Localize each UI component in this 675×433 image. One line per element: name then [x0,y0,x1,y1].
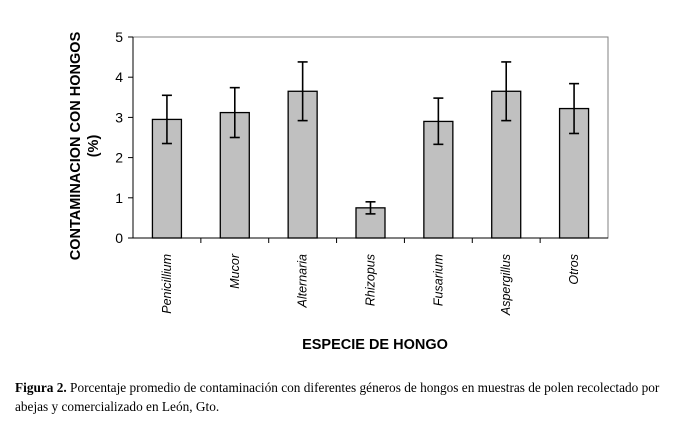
bars [151,61,590,243]
x-axis-title: ESPECIE DE HONGO [302,337,448,353]
category-label-fusarium: Fusarium [431,254,445,306]
y-tick-label-3: 3 [115,109,123,125]
y-tick-label-4: 4 [115,69,123,85]
category-label-otros: Otros [567,254,581,285]
caption-text: Porcentaje promedio de contaminación con… [15,380,660,414]
category-label-mucor: Mucor [228,253,242,289]
category-label-rhizopus: Rhizopus [364,254,378,306]
y-tick-label-5: 5 [115,29,123,45]
category-labels: Penicillium Mucor Alternaria Rhizopus Fusari… [160,253,581,316]
category-label-alternaria: Alternaria [296,254,310,309]
y-ticks: 0 1 2 3 4 5 [115,29,133,246]
y-tick-label-1: 1 [115,190,123,206]
y-axis-title-line2: (%) [86,135,102,158]
caption-label: Figura 2. [15,380,67,395]
category-label-aspergillus: Aspergillus [499,254,513,316]
y-tick-label-0: 0 [115,230,123,246]
figure-caption: Figura 2. Porcentaje promedio de contami… [15,378,665,416]
category-label-penicillium: Penicillium [160,254,174,314]
y-tick-label-2: 2 [115,150,123,166]
bar-penicillium [151,118,183,239]
y-axis-title-line1: CONTAMINACION CON HONGOS [68,31,84,260]
